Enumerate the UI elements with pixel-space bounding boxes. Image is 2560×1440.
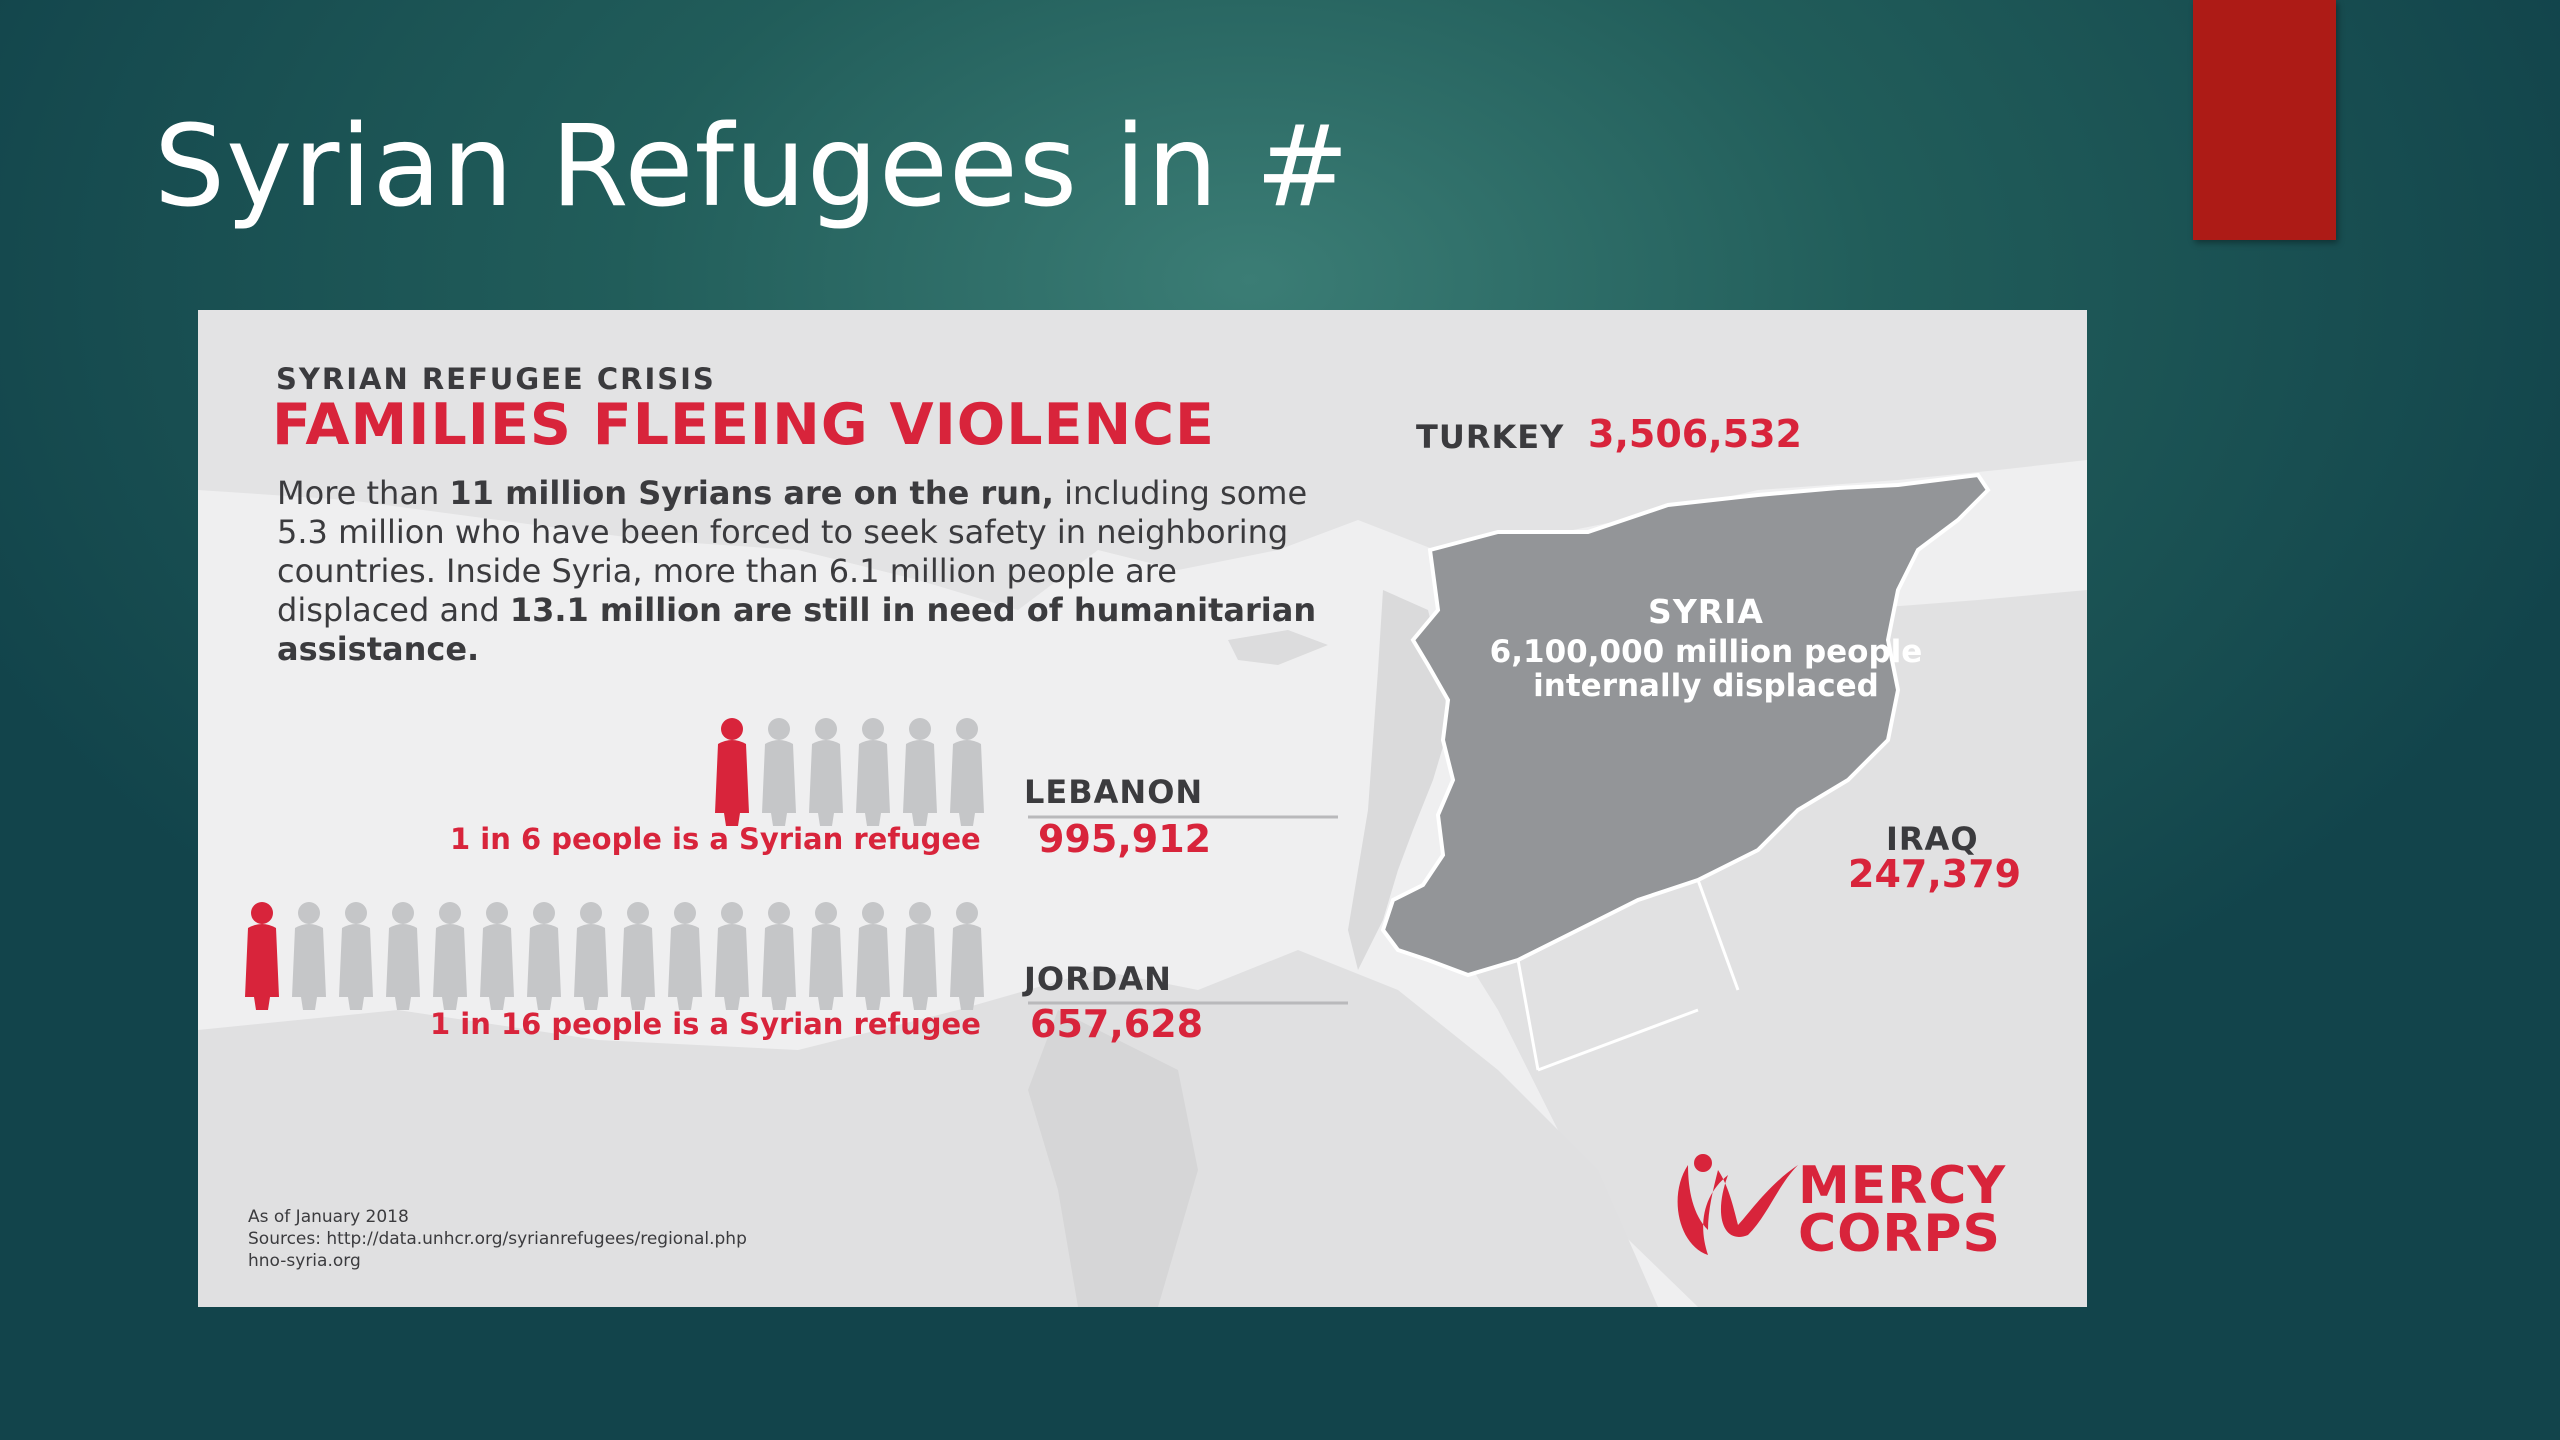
body-bold-1: 11 million Syrians are on the run, [449,474,1054,512]
infographic-headline: FAMILIES FLEEING VIOLENCE [272,392,1215,458]
coast-lebanon-israel [1348,590,1448,970]
cyprus [1228,630,1328,665]
jordan-person-icon [715,902,749,1010]
iraq-label: IRAQ [1886,820,1979,858]
infographic-image: SYRIAN REFUGEE CRISIS FAMILIES FLEEING V… [198,310,2087,1307]
lebanon-value: 995,912 [1038,817,1212,861]
jordan-person-icon [527,902,561,1010]
region-map [198,310,2087,1307]
jordan-person-icon [339,902,373,1010]
lebanon-ratio-text: 1 in 6 people is a Syrian refugee [450,822,981,856]
jordan-person-icon [762,902,796,1010]
jordan-person-icon [433,902,467,1010]
jordan-person-icon [856,902,890,1010]
jordan-person-icon [574,902,608,1010]
jordan-person-icon [480,902,514,1010]
body-text-2: including some 5.3 million who have been… [277,474,1308,629]
jordan-person-icon [292,902,326,1010]
lebanon-people-row [715,718,984,826]
syria-label: SYRIA [1648,592,1764,631]
body-text-1: More than [277,474,450,512]
lebanon-person-icon [950,718,984,826]
infographic-body: More than 11 million Syrians are on the … [277,474,1327,669]
jordan-person-icon [950,902,984,1010]
turkey-value: 3,506,532 [1588,412,1802,456]
jordan-ratio-text: 1 in 16 people is a Syrian refugee [430,1007,981,1041]
body-bold-2: 13.1 million are still in need of humani… [277,591,1317,668]
slide-title: Syrian Refugees in # [154,102,1351,232]
lebanon-person-icon [903,718,937,826]
jordan-person-icon [668,902,702,1010]
lebanon-person-icon [762,718,796,826]
syria-subtext: 6,100,000 million people internally disp… [1489,634,1923,704]
jordan-person-icon [245,902,279,1010]
lebanon-person-icon [809,718,843,826]
logo-text: MERCY CORPS [1798,1156,2007,1264]
jordan-person-icon [809,902,843,1010]
lebanon-person-icon [856,718,890,826]
jordan-person-icon [386,902,420,1010]
source-url: Sources: http://data.unhcr.org/syrianref… [248,1229,747,1249]
logo-line-2: CORPS [1798,1204,2001,1264]
source-site: hno-syria.org [248,1251,361,1271]
jordan-value: 657,628 [1030,1002,1204,1046]
land-north [198,310,2087,610]
jordan-people-row [245,902,984,1010]
land-south [198,950,1658,1307]
turkey-label: TURKEY [1416,418,1565,456]
jordan-person-icon [621,902,655,1010]
slide-accent-tab [2193,0,2336,240]
border-lines [1516,879,1740,1072]
lebanon-person-icon [715,718,749,826]
sinai [1028,1010,1198,1307]
infographic-kicker: SYRIAN REFUGEE CRISIS [276,362,716,396]
mercy-corps-logo-mark [1677,1154,1798,1255]
logo-line-1: MERCY [1798,1156,2007,1216]
jordan-person-icon [903,902,937,1010]
jordan-label: JORDAN [1024,960,1172,998]
source-date: As of January 2018 [248,1207,409,1227]
lebanon-label: LEBANON [1024,773,1204,811]
iraq-value: 247,379 [1848,852,2022,896]
